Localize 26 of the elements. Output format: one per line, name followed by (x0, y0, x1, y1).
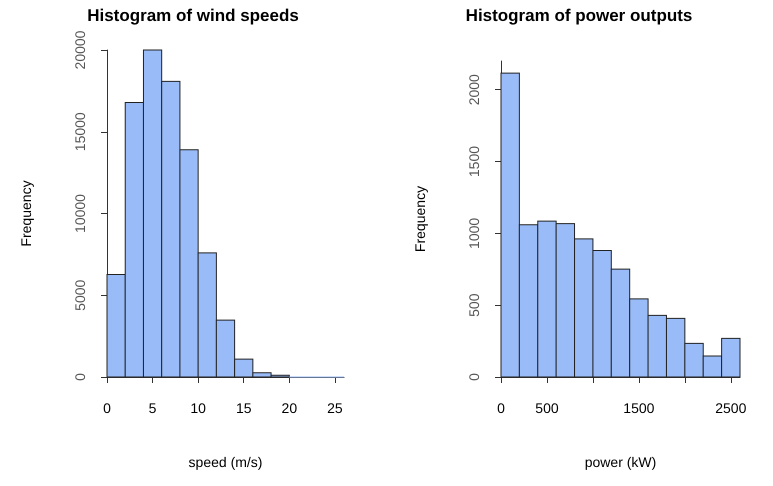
x-axis-title: speed (m/s) (188, 454, 262, 470)
y-tick-label: 1000 (466, 218, 482, 249)
y-tick-label: 1500 (466, 146, 482, 178)
x-tick-label: 25 (327, 400, 343, 416)
x-axis-title: power (kW) (584, 454, 656, 470)
chart-title: Histogram of wind speeds (87, 6, 299, 25)
x-tick-label: 20 (282, 400, 298, 416)
x-tick-label: 500 (535, 400, 559, 416)
y-tick-label: 0 (466, 372, 482, 381)
y-tick-label: 0 (72, 372, 88, 381)
x-tick-label: 1500 (623, 400, 655, 416)
y-tick-label: 15000 (72, 112, 88, 152)
y-tick-label: 10000 (72, 194, 88, 233)
y-tick-label: 20000 (72, 30, 88, 70)
x-tick-label: 2500 (715, 400, 747, 416)
y-tick-label: 500 (466, 293, 482, 317)
x-tick-label: 0 (103, 400, 112, 416)
chart-title: Histogram of power outputs (466, 6, 692, 25)
x-tick-label: 10 (190, 400, 206, 416)
y-tick-label: 5000 (72, 279, 88, 311)
x-tick-label: 15 (236, 400, 252, 416)
x-tick-label: 5 (148, 400, 157, 416)
x-tick-label: 0 (497, 400, 506, 416)
y-axis-title: Frequency (18, 180, 34, 247)
y-tick-label: 2000 (466, 74, 482, 106)
y-axis-title: Frequency (412, 186, 428, 252)
